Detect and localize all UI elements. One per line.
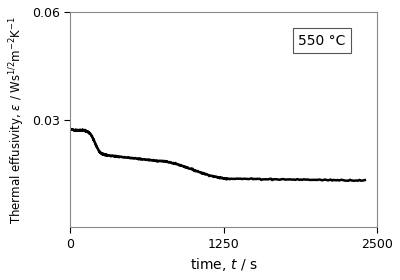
Y-axis label: Thermal effusivity, $\varepsilon$ / Ws$^{1/2}$m$^{-2}$K$^{-1}$: Thermal effusivity, $\varepsilon$ / Ws$^…: [7, 15, 26, 223]
Text: 550 °C: 550 °C: [298, 34, 346, 48]
X-axis label: time, $t$ / s: time, $t$ / s: [190, 256, 258, 273]
